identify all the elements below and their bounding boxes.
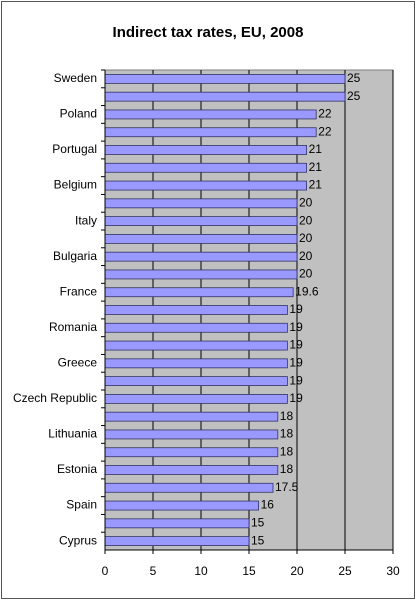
y-tick-label: Cyprus bbox=[59, 533, 97, 547]
bar bbox=[104, 322, 288, 333]
bar bbox=[104, 180, 308, 191]
value-label: 19 bbox=[289, 391, 303, 405]
x-tick-label: 10 bbox=[194, 564, 208, 578]
x-tick-label: 15 bbox=[242, 564, 256, 578]
y-tick-label: Sweden bbox=[54, 71, 97, 85]
value-label: 15 bbox=[251, 516, 265, 530]
value-label: 20 bbox=[299, 213, 313, 227]
bar bbox=[104, 198, 298, 209]
bar bbox=[104, 287, 294, 298]
value-label: 19 bbox=[289, 320, 303, 334]
bar bbox=[104, 447, 279, 458]
bar bbox=[104, 411, 279, 422]
y-tick-label: Romania bbox=[49, 320, 97, 334]
bar bbox=[104, 145, 308, 155]
value-label: 19 bbox=[289, 302, 303, 316]
bar bbox=[104, 233, 298, 244]
bar bbox=[104, 358, 288, 369]
y-tick-label: Belgium bbox=[54, 178, 97, 192]
value-label: 19.6 bbox=[295, 284, 319, 298]
value-label: 20 bbox=[299, 267, 313, 281]
bar bbox=[104, 109, 317, 120]
value-label: 21 bbox=[309, 142, 323, 156]
value-label: 18 bbox=[280, 444, 294, 458]
y-tick-label: Poland bbox=[60, 107, 97, 121]
bar bbox=[104, 305, 288, 315]
y-tick-label: Bulgaria bbox=[53, 249, 97, 263]
value-label: 20 bbox=[299, 249, 313, 263]
bar bbox=[104, 73, 346, 84]
value-label: 17.5 bbox=[275, 480, 299, 494]
bar bbox=[104, 162, 308, 173]
value-label: 16 bbox=[261, 498, 275, 512]
x-tick-label: 25 bbox=[338, 564, 352, 578]
y-tick-label: Spain bbox=[66, 498, 97, 512]
bar bbox=[104, 393, 288, 404]
value-label: 15 bbox=[251, 533, 265, 547]
value-label: 18 bbox=[280, 462, 294, 476]
value-label: 18 bbox=[280, 409, 294, 423]
y-tick-label: France bbox=[60, 284, 98, 298]
bar bbox=[104, 465, 279, 475]
x-tick-label: 5 bbox=[150, 564, 157, 578]
bar bbox=[104, 429, 279, 440]
value-label: 20 bbox=[299, 196, 313, 210]
value-label: 21 bbox=[309, 178, 323, 192]
bar bbox=[104, 518, 250, 529]
value-label: 18 bbox=[280, 427, 294, 441]
bar bbox=[104, 340, 288, 351]
y-tick-label: Italy bbox=[75, 213, 97, 227]
bar bbox=[104, 251, 298, 262]
bar bbox=[104, 536, 250, 547]
bar bbox=[104, 376, 288, 387]
y-tick-label: Lithuania bbox=[48, 427, 97, 441]
y-tick-label: Portugal bbox=[52, 142, 97, 156]
bar bbox=[104, 127, 317, 138]
x-tick-label: 0 bbox=[102, 564, 109, 578]
value-label: 19 bbox=[289, 338, 303, 352]
x-tick-label: 20 bbox=[290, 564, 304, 578]
value-label: 20 bbox=[299, 231, 313, 245]
bar bbox=[104, 216, 298, 227]
y-tick-label: Estonia bbox=[57, 462, 97, 476]
bar bbox=[104, 500, 260, 511]
value-label: 22 bbox=[318, 124, 332, 138]
value-label: 25 bbox=[347, 71, 361, 85]
y-tick-label: Czech Republic bbox=[13, 391, 97, 405]
bar bbox=[104, 91, 346, 102]
value-label: 21 bbox=[309, 160, 323, 174]
bar bbox=[104, 269, 298, 280]
value-label: 25 bbox=[347, 89, 361, 103]
value-label: 19 bbox=[289, 356, 303, 370]
value-label: 19 bbox=[289, 373, 303, 387]
value-label: 22 bbox=[318, 107, 332, 121]
chart-title: Indirect tax rates, EU, 2008 bbox=[113, 24, 304, 41]
x-tick-label: 30 bbox=[386, 564, 400, 578]
bar bbox=[104, 482, 274, 493]
y-tick-label: Greece bbox=[58, 356, 98, 370]
